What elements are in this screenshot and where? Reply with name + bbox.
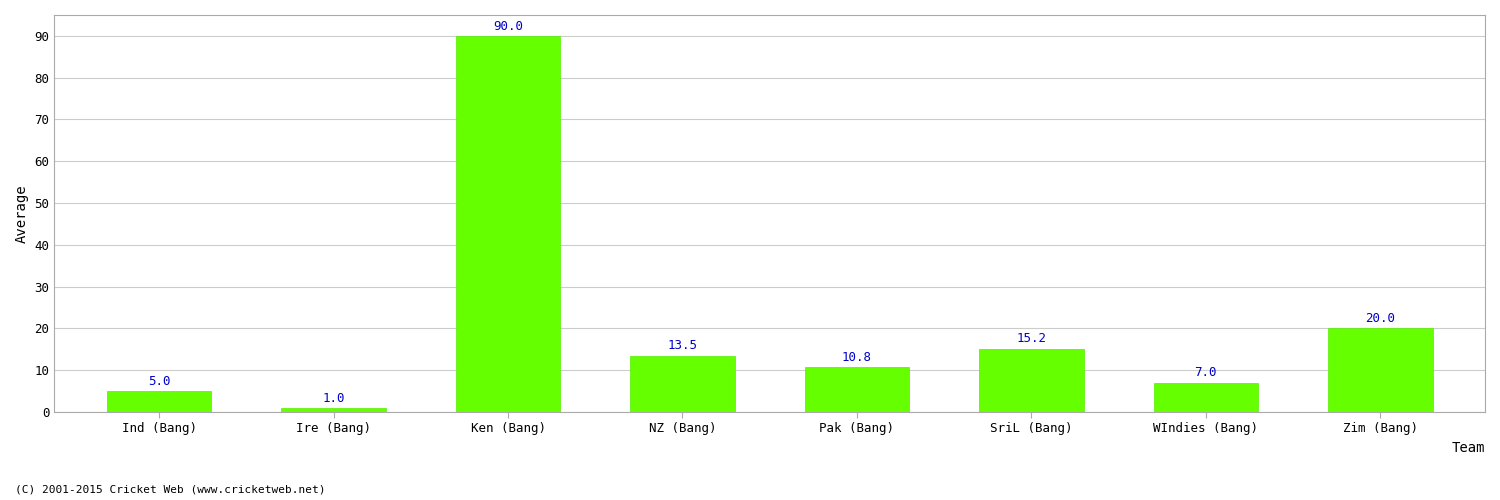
Text: (C) 2001-2015 Cricket Web (www.cricketweb.net): (C) 2001-2015 Cricket Web (www.cricketwe… <box>15 485 326 495</box>
Bar <box>804 367 909 412</box>
Text: 7.0: 7.0 <box>1194 366 1216 380</box>
Text: 20.0: 20.0 <box>1365 312 1395 325</box>
Bar <box>456 36 561 412</box>
Text: 10.8: 10.8 <box>842 350 872 364</box>
Text: 13.5: 13.5 <box>668 340 698 352</box>
Bar <box>630 356 735 412</box>
Bar <box>1154 383 1258 412</box>
Text: 5.0: 5.0 <box>148 375 171 388</box>
Text: 90.0: 90.0 <box>494 20 524 32</box>
Bar <box>1328 328 1432 412</box>
Bar <box>106 391 211 412</box>
Text: 1.0: 1.0 <box>322 392 345 404</box>
Bar <box>280 408 386 412</box>
Text: 15.2: 15.2 <box>1017 332 1047 345</box>
Y-axis label: Average: Average <box>15 184 28 243</box>
Bar <box>980 348 1083 412</box>
X-axis label: Team: Team <box>1452 441 1485 455</box>
